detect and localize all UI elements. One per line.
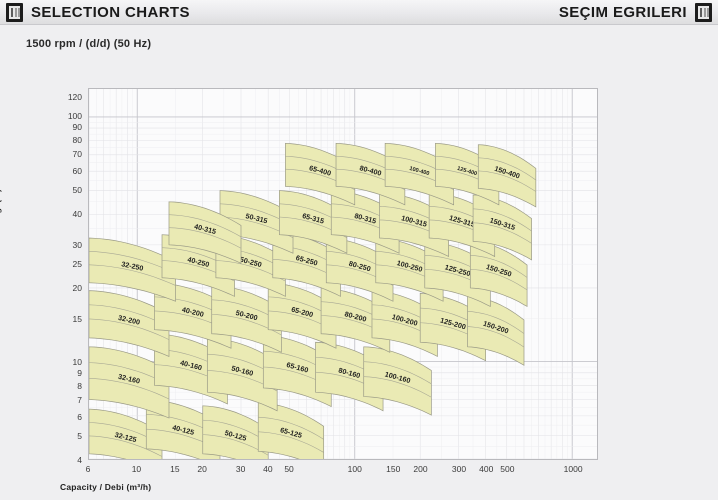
y-tick-90: 90 <box>72 122 82 133</box>
x-tick-40: 40 <box>263 464 273 474</box>
x-tick-150: 150 <box>386 464 401 474</box>
page-header: SELECTION CHARTS SEÇIM EGRILERI <box>0 0 718 25</box>
zone-40-315[interactable]: 40-315 <box>168 201 242 264</box>
zone-subcurve-150-400-2 <box>478 170 537 192</box>
zone-subcurve-32-200-2 <box>89 318 170 340</box>
x-axis-title: Capacity / Debi (m³/h) <box>60 482 152 492</box>
y-axis-tick-labels: 4 5 6 7 8 9 10 15 20 25 30 40 50 60 70 80 90 100 120 <box>50 88 82 465</box>
y-tick-5: 5 <box>77 431 82 442</box>
y-tick-40: 40 <box>72 208 82 219</box>
x-tick-1000: 1000 <box>563 464 583 474</box>
zone-subcurve-32-160-2 <box>89 378 170 400</box>
zone-shape-65-315 <box>279 190 348 254</box>
y-tick-8: 8 <box>77 380 82 391</box>
zone-shape-65-125 <box>257 402 325 459</box>
zone-subcurve-100-160-2 <box>363 376 432 398</box>
y-tick-100: 100 <box>67 111 82 122</box>
x-tick-6: 6 <box>85 464 91 474</box>
zone-shape-50-125 <box>202 405 269 459</box>
zone-label-100-400: 100-400 <box>409 166 430 177</box>
y-tick-50: 50 <box>72 185 82 196</box>
x-tick-200: 200 <box>413 464 428 474</box>
x-tick-10: 10 <box>131 464 142 474</box>
zone-50-200[interactable]: 50-200 <box>211 284 282 353</box>
zone-shape-32-200 <box>89 290 170 357</box>
zone-150-315[interactable]: 150-315 <box>472 194 532 261</box>
zone-shape-40-315 <box>168 201 242 264</box>
zone-65-125[interactable]: 65-125 <box>257 402 325 459</box>
selection-chart: 4 5 6 7 8 9 10 15 20 25 30 40 50 60 70 80 90 100 120 Head … <box>0 60 718 500</box>
y-tick-20: 20 <box>72 283 82 294</box>
y-tick-15: 15 <box>72 313 82 324</box>
document-icon-right <box>695 2 712 22</box>
zone-150-250[interactable]: 150-250 <box>469 241 528 308</box>
document-icon-left <box>6 2 23 22</box>
y-tick-80: 80 <box>72 134 82 145</box>
x-tick-500: 500 <box>500 464 515 474</box>
x-tick-20: 20 <box>197 464 207 474</box>
zone-subcurve-150-400-1 <box>478 157 537 181</box>
x-tick-15: 15 <box>170 464 180 474</box>
zone-subcurve-150-250-2 <box>470 269 528 291</box>
x-tick-300: 300 <box>451 464 467 474</box>
y-tick-25: 25 <box>72 259 82 270</box>
x-tick-30: 30 <box>235 464 246 474</box>
zone-50-125[interactable]: 50-125 <box>202 405 269 459</box>
header-title-right: SEÇIM EGRILERI <box>558 3 687 21</box>
zone-subcurve-150-315-1 <box>473 208 532 232</box>
zone-100-160[interactable]: 100-160 <box>363 346 432 416</box>
y-axis-title: Head / Basma Yüksekligi (m) <box>0 189 2 310</box>
zone-subcurve-32-250-2 <box>89 264 176 286</box>
zone-shape-150-400 <box>477 144 537 208</box>
y-tick-6: 6 <box>77 411 82 422</box>
zone-65-160[interactable]: 65-160 <box>262 334 332 408</box>
x-tick-100: 100 <box>347 464 362 474</box>
zone-shape-65-200 <box>267 282 337 349</box>
zone-shape-50-200 <box>211 284 282 353</box>
y-tick-70: 70 <box>72 149 82 160</box>
y-tick-60: 60 <box>72 165 82 176</box>
y-tick-30: 30 <box>72 239 82 250</box>
chart-subtitle: 1500 rpm / (d/d) (50 Hz) <box>26 38 152 50</box>
zone-subcurve-32-250-1 <box>89 251 176 274</box>
plot-area: 32-125 40-125 50-125 65-125 32-160 40-160 50-1… <box>88 88 598 460</box>
zone-subcurve-32-125-2 <box>89 435 163 457</box>
y-tick-9: 9 <box>77 368 82 379</box>
x-tick-400: 400 <box>479 464 494 474</box>
zone-32-250[interactable]: 32-250 <box>89 237 176 302</box>
header-title-left: SELECTION CHARTS <box>31 3 190 21</box>
x-tick-50: 50 <box>284 464 294 474</box>
zone-subcurve-150-315-2 <box>473 222 532 244</box>
zone-subcurve-100-160-1 <box>363 361 432 385</box>
zone-subcurve-150-200-1 <box>467 311 525 334</box>
zone-subcurve-40-315-2 <box>168 227 242 249</box>
zone-subcurve-65-125-1 <box>258 416 324 440</box>
zone-subcurve-150-250-1 <box>470 255 528 278</box>
zone-shape-32-125 <box>89 408 163 459</box>
zone-subcurve-50-125-2 <box>202 434 269 456</box>
zone-65-315[interactable]: 65-315 <box>279 190 348 254</box>
zone-subcurve-40-315-1 <box>168 214 242 238</box>
zone-150-400[interactable]: 150-400 <box>477 144 537 208</box>
zone-shape-32-250 <box>89 237 176 302</box>
zone-subcurve-65-125-2 <box>258 431 324 453</box>
zone-label-125-400: 125-400 <box>456 166 477 177</box>
zone-50-160[interactable]: 50-160 <box>206 337 278 412</box>
x-axis-tick-labels: 6 10 15 20 30 40 50 100 150 200 300 400 500 1000 <box>85 464 598 480</box>
y-tick-10: 10 <box>72 357 82 368</box>
zone-subcurve-150-200-2 <box>467 326 525 348</box>
zone-150-200[interactable]: 150-200 <box>467 295 525 366</box>
y-tick-4: 4 <box>77 455 82 465</box>
y-tick-120: 120 <box>67 91 82 102</box>
zone-32-160[interactable]: 32-160 <box>89 346 170 419</box>
zone-subcurve-50-125-1 <box>202 419 269 443</box>
y-tick-7: 7 <box>77 395 82 406</box>
